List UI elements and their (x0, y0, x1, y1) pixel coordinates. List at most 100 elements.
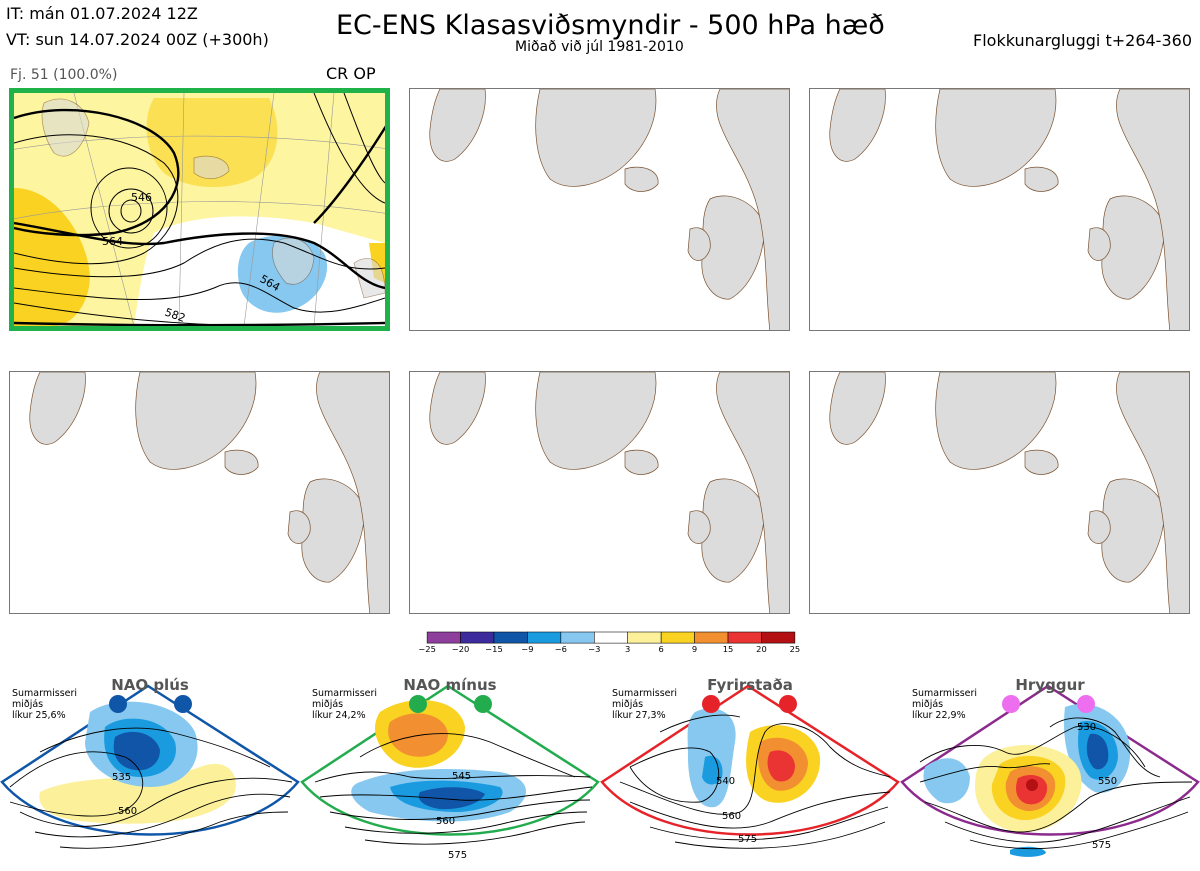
regime-map-nao-minus: 545 560 575 (300, 684, 600, 861)
colorbar-tick-label: 15 (723, 644, 734, 654)
land-shape (135, 372, 257, 470)
colorbar-tick-label: −9 (521, 644, 533, 654)
land-shape (429, 89, 486, 162)
land-shape (1116, 372, 1189, 613)
regime-marker-dot-left (409, 695, 427, 713)
colorbar-tick-label: 9 (692, 644, 697, 654)
colorbar-segment (560, 631, 595, 644)
colorbar-tick-label: 25 (790, 644, 801, 654)
basemap (29, 372, 389, 613)
land-shape (224, 449, 259, 475)
land-shape (535, 89, 657, 187)
land-shape (316, 372, 389, 613)
colorbar-tick-label: −15 (485, 644, 503, 654)
land-shape (716, 372, 789, 613)
anomaly-colorbar: −25 −20 −15 −9 −6 −3 3 6 9 15 20 25 (418, 631, 801, 654)
basemap (429, 89, 789, 330)
colorbar-tick-label: 3 (625, 644, 630, 654)
cluster-member-count: Fj. 51 (100.0%) (10, 67, 118, 83)
regime-name: NAO mínus (403, 676, 497, 694)
colorbar-segment (727, 631, 762, 644)
cluster-panel-6[interactable] (809, 371, 1190, 614)
land-shape (935, 89, 1057, 187)
colorbar-segment (527, 631, 562, 644)
cluster-panel-1[interactable]: 546 564 564 582 (9, 88, 390, 331)
cluster-panel-2[interactable] (409, 88, 790, 331)
page-subtitle: Miðað við júl 1981-2010 (515, 39, 684, 55)
classification-window: Flokkunargluggi t+264-360 (973, 31, 1192, 50)
basemap (829, 372, 1189, 613)
land-shape (687, 227, 711, 261)
regime-contour-2: 550 (1098, 776, 1117, 787)
colorbar-segment (594, 631, 628, 644)
land-shape (1024, 166, 1059, 192)
regime-contour-1: 545 (452, 771, 471, 782)
initial-time: IT: mán 01.07.2024 12Z (6, 4, 198, 23)
contour-label-546: 546 (131, 191, 152, 204)
land-shape (1101, 195, 1166, 300)
basemap (429, 372, 789, 613)
land-shape (287, 510, 311, 544)
colorbar-tick-label: −3 (588, 644, 600, 654)
land-shape (1087, 227, 1111, 261)
regime-info: Sumarmisseri miðjás líkur 24,2% (312, 688, 378, 721)
land-shape (687, 510, 711, 544)
colorbar-segment (493, 631, 528, 644)
land-shape (829, 89, 886, 162)
regime-contour-1: 530 (1077, 722, 1096, 733)
colorbar-segment (627, 631, 662, 644)
regime-blocking: 540 560 575 Fyrirstaða Sumarmisseri miðj… (600, 672, 900, 871)
land-shape (701, 478, 766, 583)
regime-contour-1: 540 (716, 776, 735, 787)
regime-name: Fyrirstaða (707, 676, 793, 694)
colorbar-tick-label: −20 (452, 644, 470, 654)
regime-marker-dot-left (702, 695, 720, 713)
colorbar-segment (460, 631, 495, 644)
colorbar-segment (426, 631, 461, 644)
regime-info: Sumarmisseri miðjás líkur 27,3% (612, 688, 678, 721)
regime-nao-plus: 535 560 NAO plús Sumarmisseri miðjás lík… (0, 672, 300, 871)
land-shape (535, 372, 657, 470)
land-shape (1101, 478, 1166, 583)
regime-contour-3: 575 (448, 850, 467, 861)
regime-info: Sumarmisseri miðjás líkur 22,9% (912, 688, 978, 721)
regime-marker-dot-right (174, 695, 192, 713)
colorbar-tick-label: 20 (756, 644, 767, 654)
regime-contour-1: 535 (112, 772, 131, 783)
regime-marker-dot-left (109, 695, 127, 713)
land-shape (429, 372, 486, 445)
colorbar-tick-label: −25 (418, 644, 436, 654)
land-shape (935, 372, 1057, 470)
land-shape (716, 89, 789, 330)
regime-name: Hryggur (1015, 676, 1085, 694)
regime-contour-2: 560 (118, 806, 137, 817)
land-shape (29, 372, 86, 445)
regime-map-ridge: 530 550 575 (900, 684, 1200, 857)
colorbar-segment (694, 631, 729, 644)
cluster-panel-5[interactable] (409, 371, 790, 614)
basemap (829, 89, 1189, 330)
land-shape (701, 195, 766, 300)
valid-time: VT: sun 14.07.2024 00Z (+300h) (6, 30, 269, 49)
regime-marker-dot-right (779, 695, 797, 713)
regime-ridge: 530 550 575 Hryggur Sumarmisseri miðjás … (900, 672, 1200, 871)
regime-contour-2: 560 (436, 816, 455, 827)
cluster-panel-3[interactable] (809, 88, 1190, 331)
colorbar-tick-label: −6 (555, 644, 567, 654)
regime-map-blocking: 540 560 575 (600, 684, 900, 849)
land-shape (1116, 89, 1189, 330)
page-title: EC-ENS Klasasviðsmyndir - 500 hPa hæð (336, 10, 885, 41)
regime-marker-dot-right (474, 695, 492, 713)
land-shape (624, 449, 659, 475)
regime-contour-3: 575 (1092, 840, 1111, 851)
colorbar-tick-label: 6 (658, 644, 663, 654)
land-shape (624, 166, 659, 192)
land-shape (1087, 510, 1111, 544)
regime-name: NAO plús (111, 676, 189, 694)
regime-info: Sumarmisseri miðjás líkur 25,6% (12, 688, 78, 721)
colorbar-segment (761, 631, 796, 644)
cluster-panel-4[interactable] (9, 371, 390, 614)
regime-map-nao-plus: 535 560 (0, 684, 300, 849)
colorbar-segment (660, 631, 695, 644)
regime-nao-minus: 545 560 575 NAO mínus Sumarmisseri miðjá… (300, 672, 600, 871)
